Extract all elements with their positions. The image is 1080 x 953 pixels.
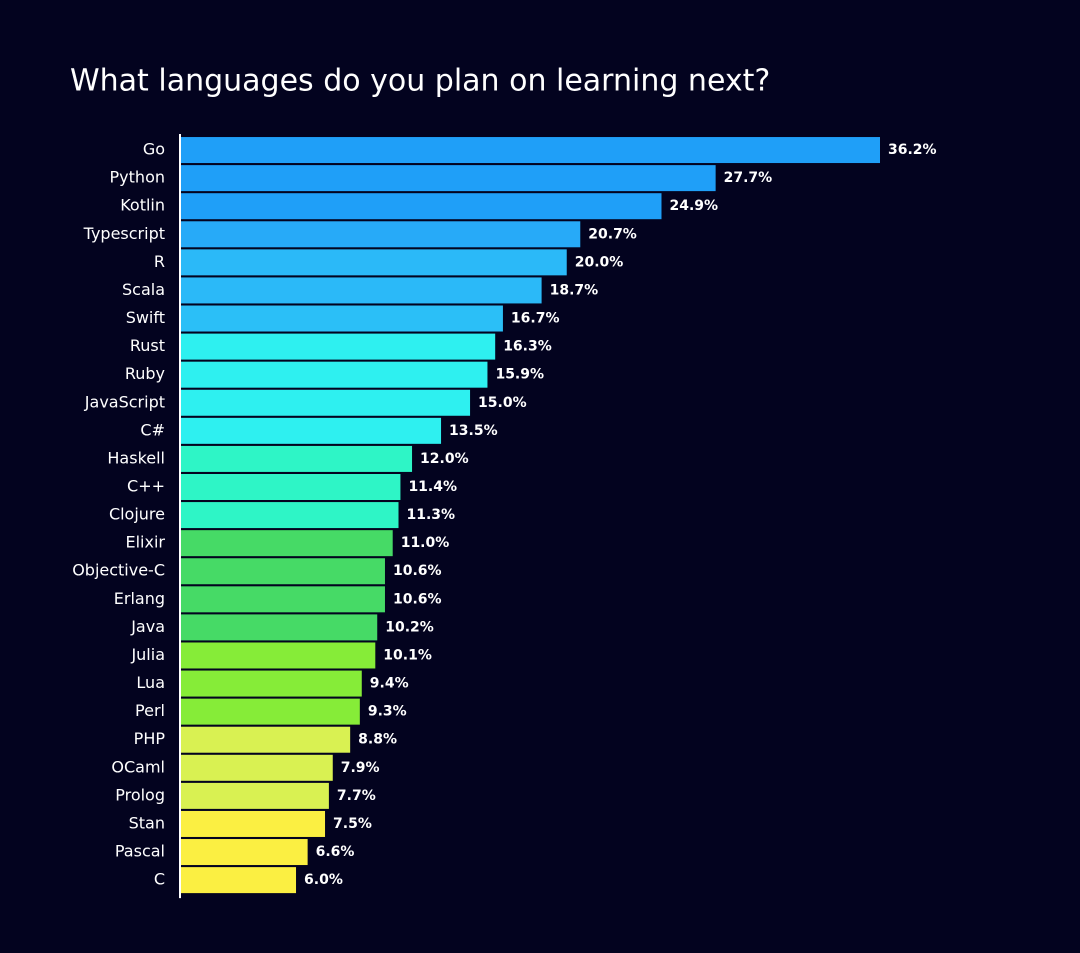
value-label: 10.2%	[385, 619, 434, 635]
bar	[180, 361, 488, 388]
value-label: 10.6%	[393, 591, 442, 607]
y-tick-label: JavaScript	[84, 392, 165, 411]
value-label: 9.3%	[368, 704, 407, 720]
y-tick-label: Haskell	[107, 448, 165, 467]
y-tick-label: Julia	[130, 645, 165, 664]
y-tick-label: Python	[110, 168, 165, 187]
value-label: 36.2%	[888, 142, 937, 158]
y-tick-label: Kotlin	[120, 196, 165, 215]
value-label: 6.6%	[316, 844, 355, 860]
bar	[180, 277, 542, 304]
bar	[180, 193, 662, 220]
y-tick-label: Go	[143, 140, 165, 159]
bar	[180, 586, 385, 613]
bar	[180, 867, 297, 894]
bar	[180, 137, 880, 164]
value-label: 9.4%	[370, 676, 409, 692]
bar	[180, 333, 496, 360]
y-tick-label: Swift	[126, 308, 165, 327]
bar	[180, 614, 378, 641]
value-label: 10.6%	[393, 563, 442, 579]
bar	[180, 165, 716, 192]
y-tick-label: Elixir	[126, 533, 166, 552]
value-label: 15.0%	[478, 395, 527, 411]
bar	[180, 445, 413, 472]
bar	[180, 670, 362, 697]
bar	[180, 417, 442, 444]
value-label: 18.7%	[550, 282, 599, 298]
value-label: 7.5%	[333, 816, 372, 832]
bar	[180, 530, 393, 557]
y-tick-label: Stan	[129, 813, 165, 832]
value-label: 20.7%	[588, 226, 637, 242]
value-label: 20.0%	[575, 254, 624, 270]
bar	[180, 221, 581, 248]
bar	[180, 754, 333, 781]
value-label: 16.7%	[511, 311, 560, 327]
chart-title: What languages do you plan on learning n…	[70, 64, 770, 99]
y-tick-label: C	[154, 870, 165, 889]
value-label: 15.9%	[495, 367, 544, 383]
y-tick-label: Clojure	[109, 505, 165, 524]
y-tick-label: Lua	[136, 673, 165, 692]
bar	[180, 249, 567, 276]
y-tick-label: Rust	[130, 336, 165, 355]
value-label: 13.5%	[449, 423, 498, 439]
value-label: 6.0%	[304, 872, 343, 888]
y-tick-label: Objective-C	[72, 561, 165, 580]
y-tick-label: Scala	[122, 280, 165, 299]
value-label: 11.0%	[401, 535, 450, 551]
value-label: 10.1%	[383, 647, 432, 663]
y-tick-label: Java	[130, 617, 165, 636]
bar	[180, 642, 376, 669]
value-label: 7.9%	[341, 760, 380, 776]
y-tick-label: Perl	[135, 701, 165, 720]
bar	[180, 839, 308, 866]
y-tick-label: Ruby	[125, 364, 165, 383]
y-tick-label: PHP	[134, 729, 166, 748]
value-label: 12.0%	[420, 451, 469, 467]
bar	[180, 474, 401, 500]
value-label: 11.4%	[408, 479, 457, 495]
y-tick-label: Typescript	[83, 224, 165, 243]
bar	[180, 698, 360, 725]
y-tick-label: Prolog	[115, 785, 165, 804]
bar	[180, 726, 351, 753]
value-label: 8.8%	[358, 732, 397, 748]
y-tick-label: C++	[127, 477, 165, 496]
bar	[180, 810, 326, 837]
value-label: 11.3%	[407, 507, 456, 523]
value-label: 16.3%	[503, 339, 552, 355]
value-label: 24.9%	[669, 198, 718, 214]
y-tick-label: C#	[140, 420, 165, 439]
value-label: 7.7%	[337, 788, 376, 804]
bar	[180, 389, 471, 416]
y-tick-label: Pascal	[115, 842, 165, 861]
value-label: 27.7%	[724, 170, 773, 186]
bar	[180, 558, 385, 585]
bar	[180, 305, 503, 332]
y-tick-label: Erlang	[114, 589, 165, 608]
bar	[180, 502, 399, 529]
bar	[180, 782, 329, 809]
y-tick-label: OCaml	[111, 757, 165, 776]
y-tick-label: R	[154, 252, 165, 271]
